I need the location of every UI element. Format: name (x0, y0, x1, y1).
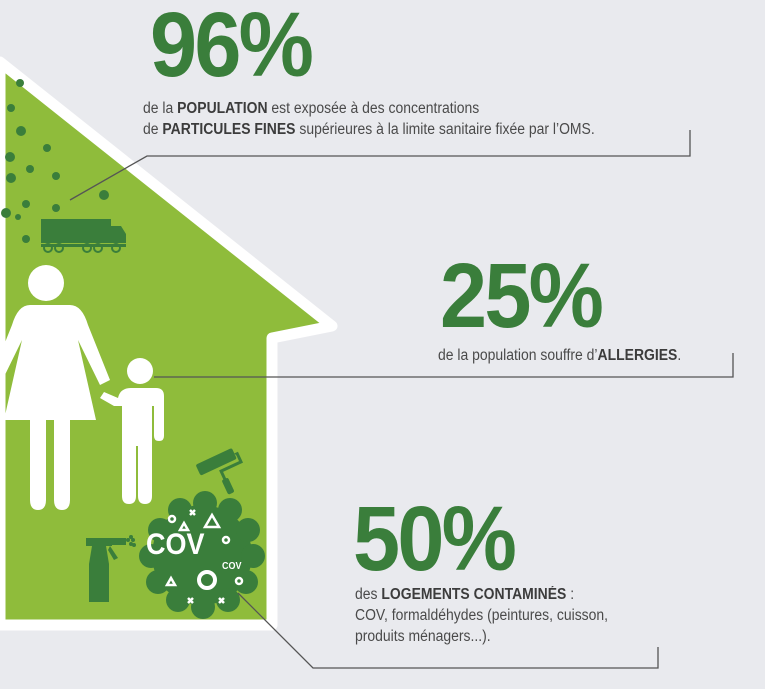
particles-icon (1, 79, 109, 243)
cov-cloud-icon (139, 491, 265, 619)
stat-25-value: 25% (440, 245, 604, 347)
truck-icon (41, 219, 126, 253)
stat-25-text: de la population souffre d’ALLERGIES. (438, 347, 682, 364)
leader-lines (69, 130, 734, 669)
stat-50-value: 50% (353, 488, 517, 590)
cov-badge-small: COV (222, 561, 242, 572)
woman-icon (0, 265, 110, 510)
stat-96-line-2: de PARTICULES FINES supérieures à la lim… (143, 121, 595, 138)
house-shape (0, 56, 338, 631)
stat-50-line-1: des LOGEMENTS CONTAMINÉS : (355, 586, 575, 603)
stat-96-value: 96% (150, 0, 314, 96)
stat-96-text: de la POPULATION est exposée à des conce… (143, 98, 595, 140)
cov-badge-big: COV (146, 528, 205, 561)
stat-96-line-1: de la POPULATION est exposée à des conce… (143, 100, 480, 117)
stat-50-text: des LOGEMENTS CONTAMINÉS : COV, formaldé… (355, 584, 608, 647)
child-icon (100, 358, 164, 504)
paint-roller-icon (196, 448, 244, 495)
spray-bottle-icon (86, 535, 136, 602)
stat-50-line-3: produits ménagers...). (355, 628, 491, 645)
stat-50-line-2: COV, formaldéhydes (peintures, cuisson, (355, 607, 609, 624)
